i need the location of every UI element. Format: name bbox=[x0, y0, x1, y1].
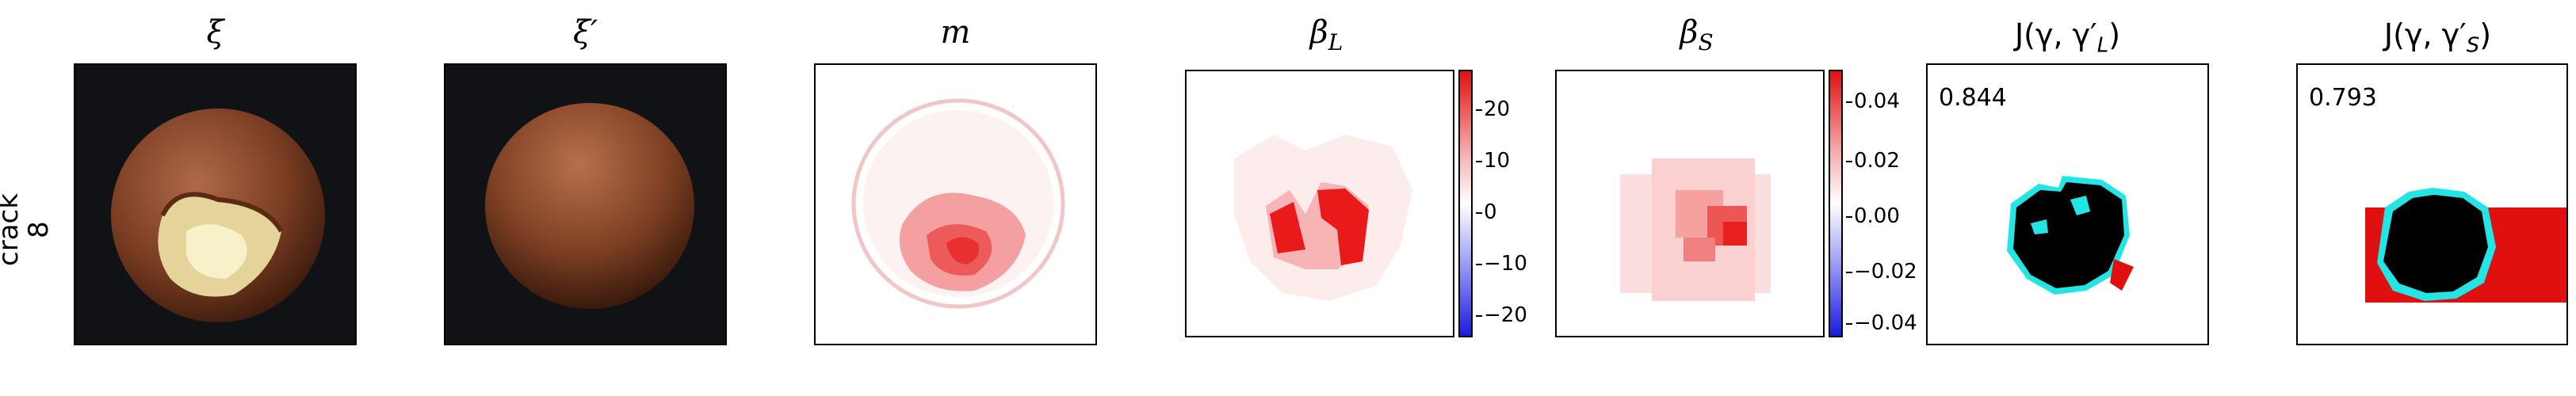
panel-j-s: J(γ, γ′S) 0.793 bbox=[2296, 14, 2576, 347]
score-value: 0.793 bbox=[2309, 84, 2377, 112]
panel-title: ξ bbox=[206, 14, 224, 51]
panel-beta-l: βL 20 10 0 −10 −20 bbox=[1185, 14, 1527, 347]
colorbar-tick: −20 bbox=[1476, 303, 1527, 327]
title-symbol: β bbox=[1309, 14, 1328, 51]
panel-title: m bbox=[940, 14, 971, 51]
image-j-s: 0.793 bbox=[2296, 63, 2568, 345]
title-main: J(γ, γ′ bbox=[2014, 17, 2097, 52]
panel-title: ξ′ bbox=[572, 14, 598, 51]
title-main: J(γ, γ′ bbox=[2383, 17, 2467, 52]
title-close: ) bbox=[2108, 17, 2121, 52]
panel-beta-s: βS 0.04 0.02 0.00 −0.02 −0.04 bbox=[1555, 14, 1917, 347]
colorbar-tick: 20 bbox=[1475, 97, 1511, 121]
panel-xi: ξ bbox=[74, 14, 357, 347]
mask-overlap-j-s bbox=[2365, 188, 2566, 303]
row-label-line1: crack bbox=[0, 193, 25, 266]
panel-title: J(γ, γ′L) bbox=[1926, 17, 2209, 58]
title-close: ) bbox=[2479, 17, 2492, 52]
colorbar-beta-l bbox=[1458, 70, 1473, 337]
attribution-map-beta-s bbox=[1620, 158, 1771, 301]
title-subscript: L bbox=[2096, 33, 2109, 58]
mask-overlap-j-l bbox=[2007, 176, 2134, 295]
panel-title: J(γ, γ′S) bbox=[2296, 17, 2576, 58]
panel-j-l: J(γ, γ′L) 0.844 bbox=[1926, 14, 2209, 347]
panel-title: βS bbox=[1555, 14, 1838, 55]
colorbar-tick: −0.04 bbox=[1846, 311, 1917, 335]
colorbar-beta-s bbox=[1829, 70, 1843, 337]
attribution-map-beta-l bbox=[1234, 135, 1412, 301]
row-label: crack 8 bbox=[0, 193, 55, 266]
title-symbol: β bbox=[1680, 14, 1699, 51]
image-m bbox=[814, 63, 1097, 345]
colorbar-tick: 0.02 bbox=[1846, 149, 1900, 173]
image-xi bbox=[74, 63, 357, 345]
image-beta-s bbox=[1555, 70, 1825, 337]
title-subscript: S bbox=[1698, 29, 1714, 55]
anomaly-map-m bbox=[851, 98, 1065, 309]
panel-xi-prime: ξ′ bbox=[444, 14, 727, 347]
colorbar-tick: 0.00 bbox=[1846, 204, 1900, 228]
image-j-l: 0.844 bbox=[1926, 63, 2209, 345]
row-label-line2: 8 bbox=[23, 221, 55, 238]
colorbar-tick: 0 bbox=[1476, 200, 1497, 224]
hazelnut-cracked-image bbox=[111, 109, 325, 322]
panel-title: βL bbox=[1185, 14, 1468, 55]
image-beta-l bbox=[1185, 70, 1454, 337]
panel-m: m bbox=[814, 14, 1097, 347]
colorbar-tick: −0.02 bbox=[1846, 260, 1917, 284]
image-xi-prime bbox=[444, 63, 727, 345]
colorbar-tick: −10 bbox=[1476, 252, 1527, 276]
title-subscript: S bbox=[2466, 33, 2480, 58]
hazelnut-reconstructed-image bbox=[485, 103, 694, 309]
colorbar-tick: 0.04 bbox=[1846, 89, 1900, 113]
title-subscript: L bbox=[1328, 29, 1343, 55]
colorbar-tick: 10 bbox=[1475, 149, 1511, 173]
score-value: 0.844 bbox=[1939, 84, 2007, 112]
